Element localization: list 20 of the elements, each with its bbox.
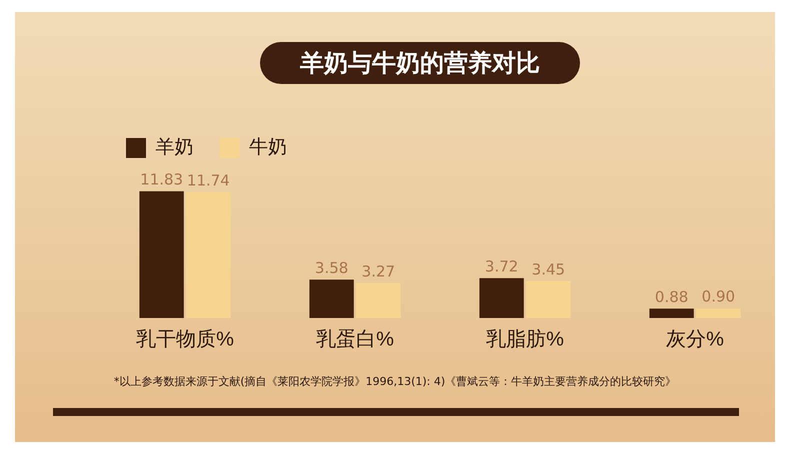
bar: [649, 308, 694, 318]
x-tick-label: 乳蛋白%: [316, 328, 394, 351]
data-label: 0.88: [654, 288, 688, 306]
data-label: 0.90: [702, 288, 736, 306]
x-tick-label: 灰分%: [666, 328, 724, 351]
x-tick-label: 乳干物质%: [136, 328, 234, 351]
chart-title: 羊奶与牛奶的营养对比: [260, 42, 580, 84]
text: *以上参考数据来源于文献(摘自《莱阳农学院学报》1996,13(1): 4)《曹斌云等：牛羊奶主要营养成分的比较研究》: [112, 374, 678, 389]
data-label: 3.72: [484, 258, 518, 276]
x-tick-label: 乳脂肪%: [486, 328, 564, 351]
legend-label: 羊奶: [156, 137, 194, 158]
data-label: 3.27: [362, 262, 396, 280]
data-label: 11.74: [186, 172, 230, 190]
bar: [309, 280, 354, 318]
data-label: 11.83: [140, 170, 184, 189]
bar: [139, 191, 184, 318]
data-label: 3.58: [314, 259, 348, 278]
legend-label: 牛奶: [249, 137, 287, 158]
bar: [479, 278, 524, 318]
data-label: 3.45: [532, 260, 566, 278]
